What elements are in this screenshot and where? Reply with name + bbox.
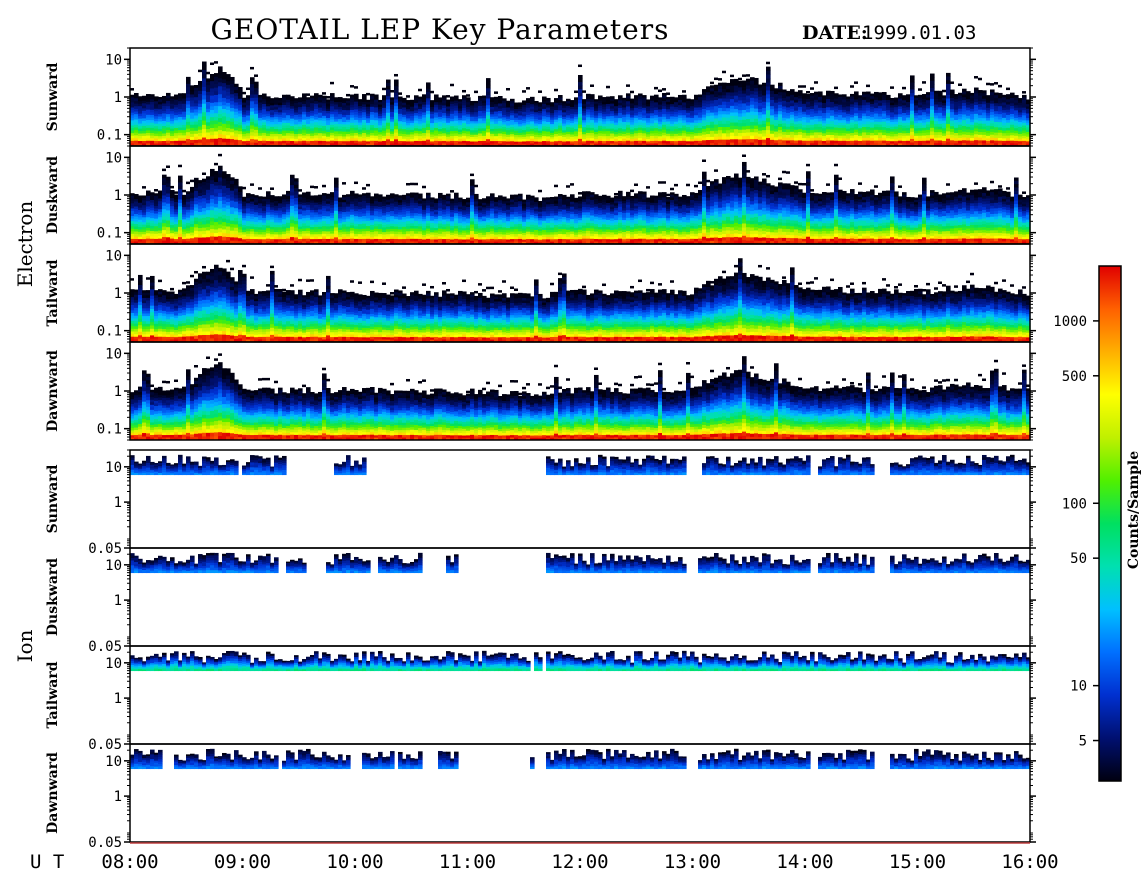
panel-label-duskward: Duskward <box>45 156 61 234</box>
y-tick-label: 10 <box>105 52 122 68</box>
y-tick-label: 0.05 <box>88 541 122 557</box>
colorbar-gradient <box>1099 266 1121 781</box>
y-tick-label: 10 <box>105 558 122 574</box>
y-tick-label: 1 <box>114 188 122 204</box>
panel-electron-dawnward: 10 1 0.1 Dawnward <box>45 342 1036 440</box>
y-tick-label: 10 <box>105 656 122 672</box>
y-tick-label: 0.05 <box>88 737 122 753</box>
panel-label-sunward: Sunward <box>45 62 61 131</box>
x-tick-label: 08:00 <box>101 851 158 873</box>
colorbar-label: Counts/Sample <box>1126 451 1142 569</box>
group-label-ion: Ion <box>13 629 37 662</box>
x-tick-label: 10:00 <box>326 851 383 873</box>
panel-electron-sunward: 10 1 0.1 Sunward <box>45 48 1036 146</box>
x-tick-label: 12:00 <box>551 851 608 873</box>
panel-label-dawnward: Dawnward <box>45 350 61 432</box>
y-tick-label: 10 <box>105 346 122 362</box>
x-tick-label: 11:00 <box>439 851 496 873</box>
panel-electron-tailward: 10 1 0.1 Tailward <box>45 244 1036 342</box>
x-tick-label: 16:00 <box>1001 851 1058 873</box>
y-tick-label: 1 <box>114 286 122 302</box>
y-tick-label: 10 <box>105 248 122 264</box>
y-tick-label: 0.1 <box>97 128 122 144</box>
chart-title: GEOTAIL LEP Key Parameters <box>211 13 670 46</box>
panel-ion-dawnward: 10 1 0.05 Dawnward <box>45 744 1036 851</box>
panel-ion-sunward: 10 1 0.05 Sunward <box>45 450 1036 557</box>
y-tick-label: 1 <box>114 789 122 805</box>
colorbar-tick-label: 100 <box>1062 496 1087 512</box>
panel-label-sunward: Sunward <box>45 464 61 533</box>
y-tick-label: 0.05 <box>88 835 122 851</box>
y-tick-label: 1 <box>114 384 122 400</box>
y-tick-label: 10 <box>105 150 122 166</box>
y-tick-label: 0.1 <box>97 226 122 242</box>
panel-label-dawnward: Dawnward <box>45 752 61 834</box>
y-tick-label: 0.1 <box>97 422 122 438</box>
y-tick-label: 1 <box>114 495 122 511</box>
y-tick-label: 10 <box>105 754 122 770</box>
y-tick-label: 1 <box>114 691 122 707</box>
colorbar-tick-label: 50 <box>1070 551 1087 567</box>
x-tick-label: 14:00 <box>776 851 833 873</box>
panel-label-tailward: Tailward <box>45 661 61 728</box>
panel-ion-tailward: 10 1 0.05 Tailward <box>45 646 1036 753</box>
panel-electron-duskward: 10 1 0.1 Duskward <box>45 146 1036 244</box>
y-tick-label: 1 <box>114 593 122 609</box>
ut-label: U T <box>30 851 64 873</box>
panel-label-duskward: Duskward <box>45 558 61 636</box>
x-tick-label: 15:00 <box>889 851 946 873</box>
x-tick-label: 09:00 <box>214 851 271 873</box>
panel-label-tailward: Tailward <box>45 259 61 326</box>
y-tick-label: 10 <box>105 460 122 476</box>
group-label-electron: Electron <box>13 201 37 288</box>
date-label: DATE: <box>802 22 868 44</box>
y-tick-label: 0.05 <box>88 639 122 655</box>
colorbar-tick-label: 5 <box>1079 734 1087 750</box>
y-tick-label: 0.1 <box>97 324 122 340</box>
x-tick-label: 13:00 <box>664 851 721 873</box>
panel-ion-duskward: 10 1 0.05 Duskward <box>45 548 1036 655</box>
y-tick-label: 1 <box>114 90 122 106</box>
colorbar-tick-label: 10 <box>1070 679 1087 695</box>
colorbar-tick-label: 1000 <box>1053 314 1087 330</box>
date-value: 1999.01.03 <box>862 22 976 44</box>
colorbar-tick-label: 500 <box>1062 369 1087 385</box>
